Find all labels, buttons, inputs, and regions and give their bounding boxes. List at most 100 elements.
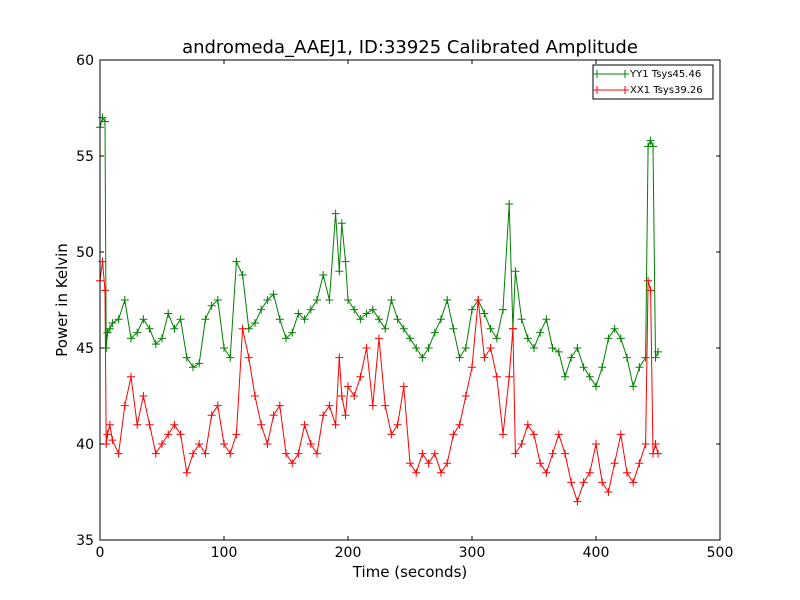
data-point (368, 401, 377, 410)
data-point (443, 459, 452, 468)
data-point (381, 401, 390, 410)
data-point (641, 440, 650, 448)
data-point (387, 296, 396, 304)
y-tick-label: 45 (76, 341, 94, 357)
legend-marker-xx1 (593, 86, 629, 94)
data-point (418, 353, 427, 362)
data-point (269, 290, 278, 299)
x-tick-label: 0 (96, 545, 105, 561)
data-point (499, 430, 507, 439)
data-point (331, 420, 340, 429)
data-point (505, 200, 514, 208)
chart-title: andromeda_AAEJ1, ID:33925 Calibrated Amp… (182, 37, 638, 58)
data-point (486, 324, 495, 333)
data-point (195, 359, 204, 368)
data-point (406, 459, 414, 468)
data-point (592, 440, 600, 448)
data-point (176, 315, 185, 324)
data-point (536, 459, 545, 468)
data-point (251, 319, 259, 328)
data-point (480, 353, 489, 362)
data-point (294, 449, 303, 458)
data-point (629, 382, 638, 391)
ticks-layer: 0 100 200 300 400 500 35 40 45 50 55 60 (76, 53, 733, 561)
data-point (201, 315, 210, 324)
data-point (573, 344, 582, 352)
data-point (158, 440, 166, 448)
data-point (282, 334, 290, 343)
data-point (226, 353, 235, 362)
data-point (139, 392, 148, 400)
data-point (610, 324, 619, 333)
data-point (616, 334, 625, 343)
plot-frame (99, 59, 721, 541)
data-point (610, 459, 619, 468)
data-point (635, 363, 644, 372)
y-tick-label: 35 (76, 533, 94, 549)
data-point (461, 344, 470, 352)
data-point (220, 440, 228, 448)
data-point (344, 382, 352, 391)
data-point (170, 324, 179, 333)
x-tick-label: 400 (583, 545, 610, 561)
data-point (269, 411, 278, 420)
data-point (579, 478, 588, 487)
data-point (592, 382, 600, 391)
data-point (100, 117, 109, 126)
data-point (213, 401, 222, 410)
data-point (189, 363, 197, 372)
data-point (189, 449, 197, 458)
y-tick-label: 50 (76, 245, 94, 261)
plot-area: 0 100 200 300 400 500 35 40 45 50 55 60 (76, 53, 733, 561)
data-point (375, 315, 383, 324)
data-point (133, 420, 142, 429)
data-point (114, 315, 123, 324)
data-point (120, 296, 129, 304)
data-point (424, 344, 433, 352)
data-point (341, 257, 350, 266)
x-tick-label: 100 (211, 545, 238, 561)
data-point (641, 353, 650, 362)
data-point (554, 347, 563, 356)
data-point (151, 449, 160, 458)
data-point (100, 286, 109, 295)
data-point (468, 305, 476, 314)
legend-label-xx1: XX1 Tsys39.26 (630, 85, 703, 96)
data-point (542, 315, 551, 324)
data-point (654, 449, 662, 458)
data-point (207, 301, 216, 310)
data-point (511, 267, 520, 276)
data-point (499, 305, 507, 314)
legend-marker-yy1 (593, 70, 629, 78)
y-tick-label: 55 (76, 149, 94, 165)
data-point (195, 440, 204, 448)
legend-entry-yy1: YY1 Tsys45.46 (593, 69, 701, 80)
data-point (375, 334, 383, 343)
data-point (263, 440, 272, 448)
data-point (517, 315, 526, 324)
data-point (629, 478, 638, 487)
data-point (306, 305, 315, 314)
data-point (585, 468, 594, 477)
data-point (542, 468, 551, 477)
legend-box (592, 64, 714, 100)
x-tick-label: 200 (335, 545, 362, 561)
data-point (362, 309, 371, 318)
data-point (387, 430, 396, 439)
series-yy1 (96, 113, 662, 391)
data-point (455, 353, 464, 362)
data-point (649, 142, 658, 151)
data-point (368, 305, 377, 314)
data-point (275, 401, 284, 410)
data-point (567, 478, 576, 487)
data-point (517, 440, 526, 448)
data-point (530, 344, 538, 352)
data-point (523, 420, 532, 429)
data-point (182, 468, 191, 477)
data-point (412, 468, 421, 477)
data-point (399, 324, 408, 333)
data-point (120, 401, 129, 410)
data-point (300, 315, 309, 324)
data-point (139, 315, 148, 324)
